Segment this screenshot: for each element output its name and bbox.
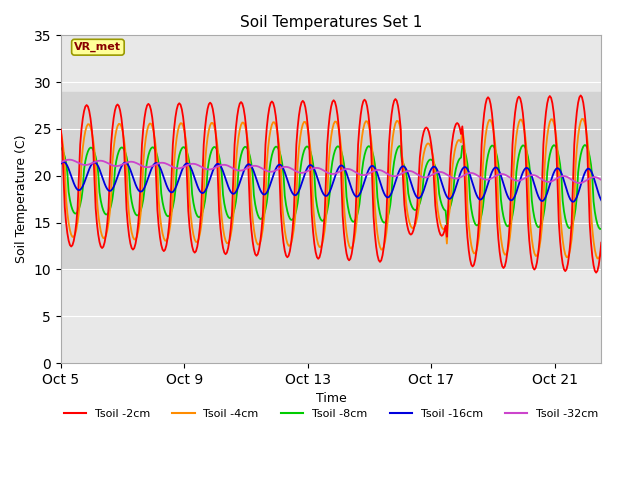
Title: Soil Temperatures Set 1: Soil Temperatures Set 1 bbox=[240, 15, 422, 30]
X-axis label: Time: Time bbox=[316, 392, 346, 405]
Legend: Tsoil -2cm, Tsoil -4cm, Tsoil -8cm, Tsoil -16cm, Tsoil -32cm: Tsoil -2cm, Tsoil -4cm, Tsoil -8cm, Tsoi… bbox=[60, 404, 603, 423]
Y-axis label: Soil Temperature (C): Soil Temperature (C) bbox=[15, 135, 28, 264]
Bar bbox=[61, 92, 601, 269]
Text: VR_met: VR_met bbox=[74, 42, 122, 52]
